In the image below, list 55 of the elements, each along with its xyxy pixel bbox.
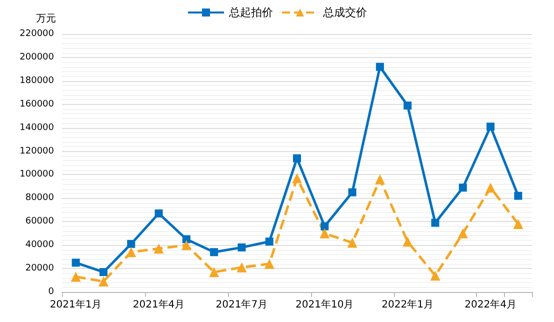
y-tick-label: 0 [48, 287, 54, 297]
y-axis-title: 万元 [36, 14, 56, 24]
point [514, 192, 522, 200]
point [236, 262, 247, 272]
point [98, 276, 108, 286]
x-tick-label: 2022年1月 [382, 298, 434, 310]
y-tick-label: 60000 [25, 216, 54, 227]
point [486, 122, 495, 131]
point [458, 228, 468, 238]
point [182, 235, 190, 244]
point [486, 182, 496, 193]
point [374, 174, 385, 184]
point [292, 173, 302, 184]
y-tick-label: 80000 [25, 193, 54, 204]
point [210, 248, 218, 256]
x-tick-label: 2021年7月 [216, 298, 268, 310]
y-tick-label: 160000 [20, 99, 54, 110]
y-tick-label: 20000 [25, 264, 54, 274]
point [265, 238, 274, 246]
y-tick-label: 40000 [25, 240, 54, 250]
point [513, 218, 524, 229]
point [320, 228, 330, 238]
legend-label: 总成交价 [322, 6, 367, 19]
point [347, 238, 358, 248]
point [70, 272, 81, 282]
x-tick-label: 2022年4月 [464, 298, 516, 310]
x-tick-label: 2021年4月 [132, 298, 185, 310]
y-tick-label: 100000 [20, 170, 54, 180]
point [264, 258, 274, 269]
point [209, 267, 220, 278]
point [238, 243, 246, 252]
point [404, 102, 412, 110]
point [458, 184, 467, 192]
point [126, 247, 136, 258]
x-tick-label: 2021年10月 [296, 298, 354, 310]
point [154, 209, 163, 218]
point [320, 222, 329, 230]
y-tick-label: 140000 [20, 122, 54, 133]
y-tick-label: 180000 [20, 76, 54, 86]
y-tick-label: 120000 [20, 146, 54, 156]
point [99, 268, 108, 276]
point [431, 218, 440, 227]
point [430, 270, 440, 281]
point [127, 240, 136, 248]
point [72, 258, 80, 267]
point [348, 188, 356, 196]
legend-label: 总起拍价 [228, 6, 273, 19]
point [402, 236, 413, 247]
point [376, 62, 384, 71]
point [293, 154, 301, 162]
point [154, 244, 164, 254]
point [181, 240, 192, 250]
y-tick-label: 200000 [20, 52, 54, 62]
x-tick-label: 2021年1月 [50, 298, 102, 310]
y-tick-label: 220000 [20, 29, 54, 39]
